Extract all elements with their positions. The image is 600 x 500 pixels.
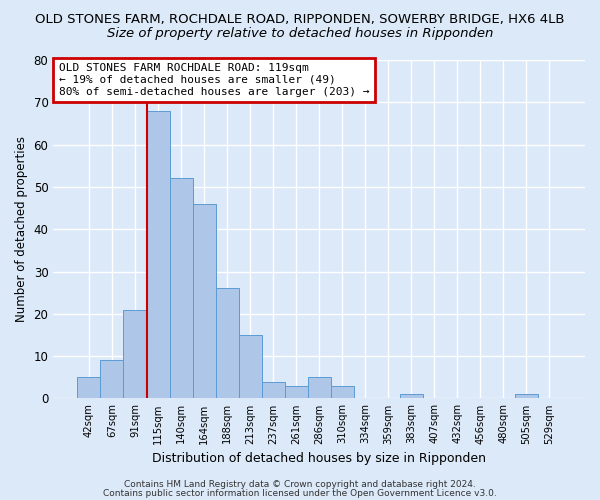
Bar bbox=[146, 111, 170, 399]
Bar bbox=[124, 310, 146, 398]
Bar bbox=[193, 204, 215, 398]
Bar bbox=[284, 386, 308, 398]
Bar bbox=[77, 378, 100, 398]
X-axis label: Distribution of detached houses by size in Ripponden: Distribution of detached houses by size … bbox=[152, 452, 486, 465]
Y-axis label: Number of detached properties: Number of detached properties bbox=[15, 136, 28, 322]
Bar bbox=[215, 288, 239, 399]
Text: OLD STONES FARM ROCHDALE ROAD: 119sqm
← 19% of detached houses are smaller (49)
: OLD STONES FARM ROCHDALE ROAD: 119sqm ← … bbox=[59, 64, 369, 96]
Text: Contains HM Land Registry data © Crown copyright and database right 2024.: Contains HM Land Registry data © Crown c… bbox=[124, 480, 476, 489]
Bar bbox=[515, 394, 538, 398]
Bar bbox=[100, 360, 124, 399]
Text: OLD STONES FARM, ROCHDALE ROAD, RIPPONDEN, SOWERBY BRIDGE, HX6 4LB: OLD STONES FARM, ROCHDALE ROAD, RIPPONDE… bbox=[35, 12, 565, 26]
Bar bbox=[400, 394, 423, 398]
Bar bbox=[170, 178, 193, 398]
Bar bbox=[308, 378, 331, 398]
Bar bbox=[239, 335, 262, 398]
Bar bbox=[262, 382, 284, 398]
Text: Contains public sector information licensed under the Open Government Licence v3: Contains public sector information licen… bbox=[103, 489, 497, 498]
Bar bbox=[331, 386, 353, 398]
Text: Size of property relative to detached houses in Ripponden: Size of property relative to detached ho… bbox=[107, 28, 493, 40]
